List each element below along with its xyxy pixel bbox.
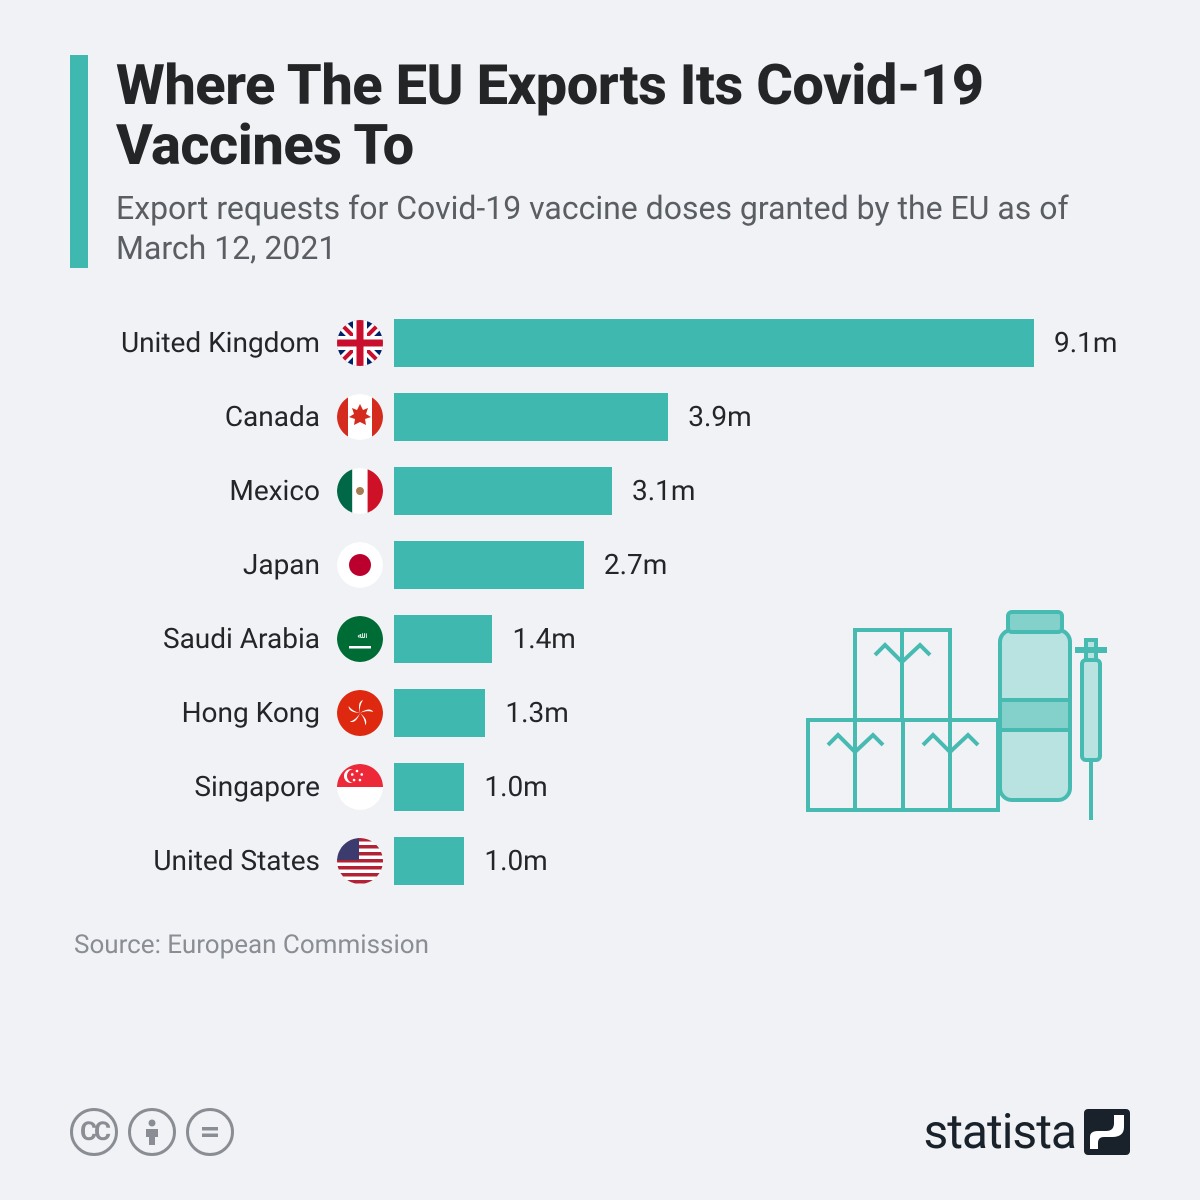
header: Where The EU Exports Its Covid-19 Vaccin… — [70, 55, 1130, 268]
source-text: Source: European Commission — [74, 930, 1130, 960]
bar — [394, 615, 492, 663]
subtitle: Export requests for Covid-19 vaccine dos… — [116, 188, 1130, 268]
flag-icon — [334, 838, 386, 884]
cc-icon: CC — [70, 1108, 118, 1156]
bar-area: 1.0m — [394, 837, 548, 885]
bar-area: 9.1m — [394, 319, 1117, 367]
cc-nd-icon — [186, 1108, 234, 1156]
flag-icon — [334, 394, 386, 440]
row-value: 1.0m — [484, 844, 547, 877]
chart-row: Japan 2.7m — [74, 528, 1130, 602]
flag-icon — [334, 690, 386, 736]
bar — [394, 467, 612, 515]
bar — [394, 763, 464, 811]
row-label: United Kingdom — [74, 326, 334, 359]
bar — [394, 837, 464, 885]
license-icons: CC — [70, 1108, 234, 1156]
row-label: Japan — [74, 548, 334, 581]
flag-icon — [334, 764, 386, 810]
bar — [394, 541, 584, 589]
bar — [394, 689, 485, 737]
bar-area: 1.4m — [394, 615, 576, 663]
brand-mark-icon — [1084, 1109, 1130, 1155]
row-value: 3.9m — [688, 400, 751, 433]
row-label: Hong Kong — [74, 696, 334, 729]
chart-row: Mexico 3.1m — [74, 454, 1130, 528]
accent-bar — [70, 55, 88, 268]
row-value: 2.7m — [604, 548, 667, 581]
footer: CC statista — [70, 1103, 1130, 1160]
brand-text: statista — [923, 1103, 1076, 1160]
row-value: 9.1m — [1054, 326, 1117, 359]
title: Where The EU Exports Its Covid-19 Vaccin… — [116, 55, 1130, 176]
bar-area: 3.1m — [394, 467, 695, 515]
flag-icon: ﷲ — [334, 616, 386, 662]
flag-icon — [334, 468, 386, 514]
bar-area: 3.9m — [394, 393, 752, 441]
chart-row: Canada 3.9m — [74, 380, 1130, 454]
row-label: United States — [74, 844, 334, 877]
bar — [394, 393, 668, 441]
header-text: Where The EU Exports Its Covid-19 Vaccin… — [116, 55, 1130, 268]
row-label: Singapore — [74, 770, 334, 803]
row-label: Saudi Arabia — [74, 622, 334, 655]
infographic-container: Where The EU Exports Its Covid-19 Vaccin… — [0, 0, 1200, 1200]
bar-area: 1.3m — [394, 689, 569, 737]
chart-row: United Kingdom 9.1m — [74, 306, 1130, 380]
bar — [394, 319, 1034, 367]
row-value: 3.1m — [632, 474, 695, 507]
row-value: 1.0m — [484, 770, 547, 803]
vaccine-boxes-illustration — [800, 600, 1120, 840]
bar-area: 1.0m — [394, 763, 548, 811]
bar-area: 2.7m — [394, 541, 667, 589]
flag-icon — [334, 320, 386, 366]
row-label: Mexico — [74, 474, 334, 507]
row-value: 1.3m — [505, 696, 568, 729]
cc-by-icon — [128, 1108, 176, 1156]
row-label: Canada — [74, 400, 334, 433]
flag-icon — [334, 542, 386, 588]
brand: statista — [923, 1103, 1130, 1160]
row-value: 1.4m — [512, 622, 575, 655]
